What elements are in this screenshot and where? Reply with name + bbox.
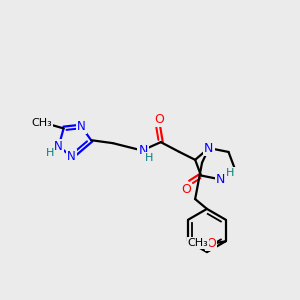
Text: H: H	[226, 168, 235, 178]
Text: N: N	[67, 150, 76, 164]
Text: O: O	[182, 183, 191, 196]
Text: N: N	[204, 142, 214, 154]
Text: H: H	[145, 153, 153, 163]
Text: N: N	[77, 120, 86, 133]
Text: CH₃: CH₃	[32, 118, 52, 128]
Text: CH₃: CH₃	[188, 238, 208, 248]
Text: O: O	[206, 237, 216, 250]
Text: O: O	[154, 113, 164, 126]
Text: H: H	[46, 148, 54, 158]
Text: N: N	[216, 173, 225, 186]
Text: N: N	[54, 140, 63, 153]
Text: N: N	[138, 143, 148, 157]
